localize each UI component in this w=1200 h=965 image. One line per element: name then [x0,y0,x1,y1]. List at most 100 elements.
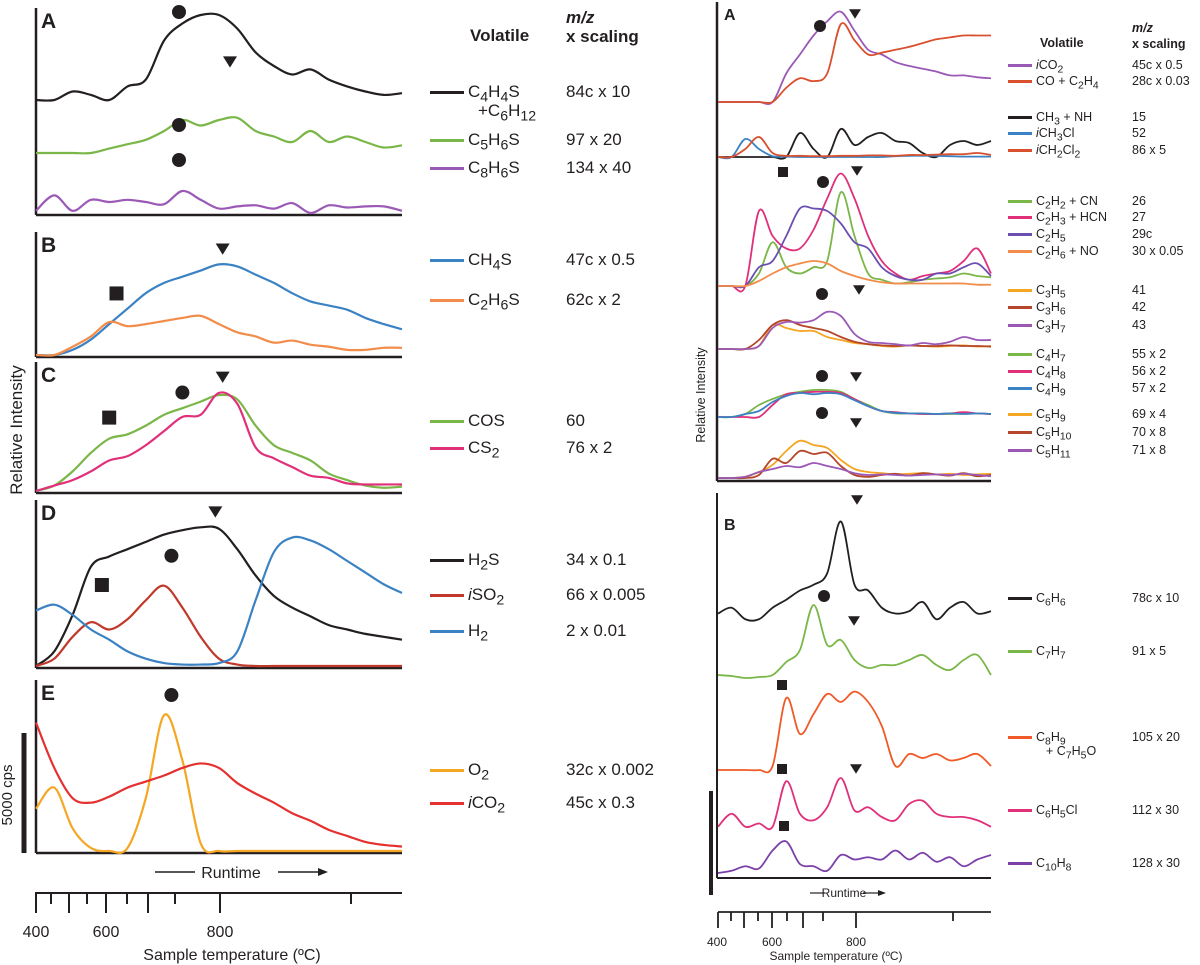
x-axis-label: Sample temperature (ºC) [769,949,902,963]
peak-marker-square [779,821,789,831]
legend-swatch [1008,64,1032,68]
series-line [717,462,992,479]
series-line [35,189,403,215]
legend-label: C4H4S [468,82,520,106]
legend-item: H2 [430,621,488,644]
legend-swatch [1008,353,1032,357]
series-line [718,310,992,351]
legend-mz: 27 [1132,210,1146,224]
legend-mz: 34 x 0.1 [566,550,627,569]
series-line [717,172,992,293]
panel-label: E [41,682,55,705]
legend-label: C4H7 [1036,347,1066,365]
legend-item: COS [430,411,505,431]
series-line [717,136,992,159]
legend-item: C3H6 [1008,300,1066,318]
legend-mz: 28c x 0.03 [1132,74,1190,88]
legend-mz: 91 x 5 [1132,644,1167,658]
peak-marker-triangle [850,764,862,774]
legend-label: O2 [468,760,490,784]
legend-label: C10H8 [1036,856,1072,874]
legend-item: iSO2 [430,585,504,608]
peak-marker-square [778,167,788,177]
legend-label: C7H7 [1036,644,1066,662]
legend-label: CO + C2H4 [1036,74,1099,92]
series-line [34,722,403,848]
legend-swatch [430,91,464,95]
legend-mz: 15 [1132,110,1146,124]
legend-mz: 105 x 20 [1132,730,1180,744]
legend-swatch [430,447,464,451]
legend-mz: 97 x 20 [566,130,622,149]
legend-item: C2H2 + CN [1008,194,1098,212]
legend-swatch [1008,289,1032,293]
peak-marker-circle [172,153,186,167]
legend-mz: 26 [1132,194,1146,208]
peak-marker-triangle [848,616,860,626]
series-line [718,22,991,104]
legend-label: C2H6S [468,290,520,314]
legend-item: C3H5 [1008,283,1066,301]
series-line [718,690,992,774]
legend-label: CS2 [468,438,500,462]
legend-swatch [430,769,464,773]
legend-swatch [1008,80,1032,84]
legend-label: iCO2 [1036,58,1064,76]
legend-item: iCO2 [430,793,505,816]
peak-marker-circle [816,370,828,382]
panel-label: B [724,517,736,534]
legend-label: C5H10 [1036,425,1072,443]
peak-marker-square [109,286,124,301]
series-line [35,713,403,854]
series-line [718,128,992,160]
peak-marker-square [102,410,117,425]
legend-mz: 32c x 0.002 [566,760,654,779]
peak-marker-circle [817,176,829,188]
peak-marker-triangle [208,506,223,518]
legend-label: C4H9 [1036,381,1066,399]
legend-mz: 60 [566,411,585,430]
legend-mz: 66 x 0.005 [566,585,646,604]
legend-label: C5H11 [1036,443,1071,461]
series-line [717,260,992,288]
tick-label: 600 [762,935,782,949]
legend-swatch [430,630,464,634]
legend-swatch [430,802,464,806]
legend-label: H2 [468,621,489,645]
legend-mz: 76 x 2 [566,438,613,457]
peak-marker-square [777,680,787,690]
runtime-label: Runtime [201,865,261,882]
legend-item: CS2 [430,438,500,461]
legend-item: C5H10 [1008,425,1071,443]
legend-swatch [1008,431,1032,435]
runtime-label: Runtime [822,886,867,900]
legend-swatch [1008,449,1032,453]
series-line [35,314,403,357]
tick-label: 800 [846,935,866,949]
legend-mz: 2 x 0.01 [566,621,627,640]
legend-item: iCO2 [1008,58,1063,76]
legend-mz: 112 x 30 [1132,803,1180,817]
legend-swatch [1008,116,1032,120]
peak-marker-square [94,578,109,592]
tick-label: 400 [707,935,727,949]
legend-mz: 42 [1132,300,1146,314]
peak-marker-circle [175,385,190,400]
peak-marker-circle [818,590,830,602]
legend-swatch [1008,387,1032,391]
tick-label: 600 [93,924,120,941]
legend-mz: 69 x 4 [1132,407,1167,421]
series-line [717,520,992,622]
legend-mz: 134 x 40 [566,158,632,177]
legend-mz: 29c [1132,227,1153,241]
legend-mz: 55 x 2 [1132,347,1167,361]
legend-label: C8H9 [1036,730,1066,748]
legend-mz: 128 x 30 [1132,856,1180,870]
legend-mz: 86 x 5 [1132,143,1167,157]
legend-label: C2H6 + NO [1036,244,1099,262]
legend-swatch [430,594,464,598]
legend-item: CO + C2H4 [1008,74,1099,92]
legend-item: iCH2Cl2 [1008,143,1080,161]
legend-label-line2: +C6H12 [478,101,537,125]
